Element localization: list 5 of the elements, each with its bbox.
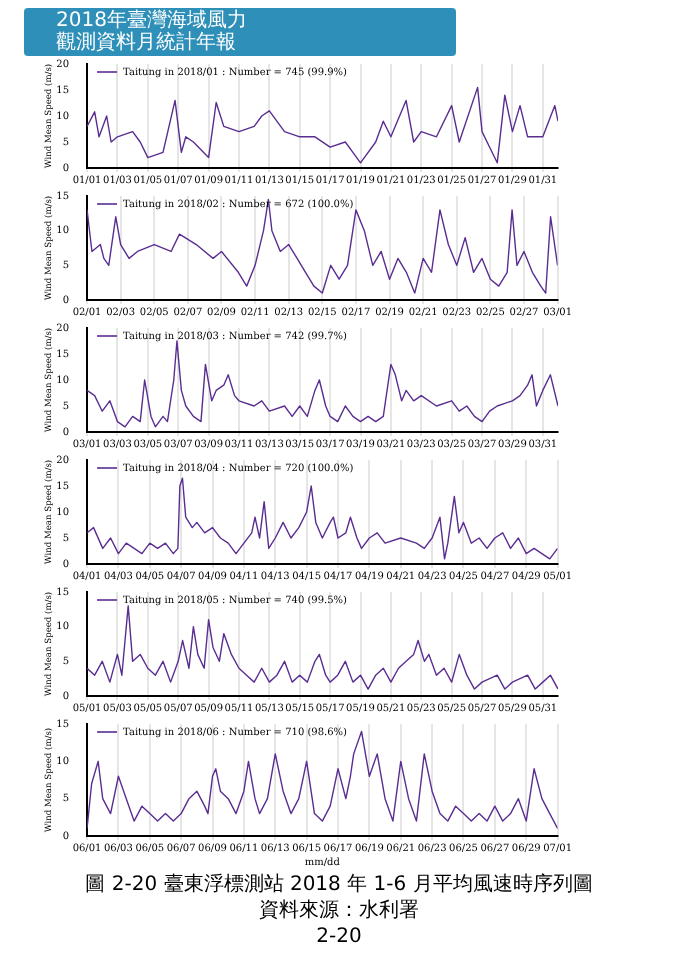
caption: 圖 2-20 臺東浮標測站 2018 年 1-6 月平均風速時序列圖 — [83, 872, 595, 898]
text: 觀測資料月統計年報 — [56, 32, 238, 54]
text: 2018年臺灣海域風力 — [56, 10, 249, 32]
text: 2-20 — [314, 924, 364, 950]
source-note: 資料來源：水利署 — [257, 898, 421, 924]
